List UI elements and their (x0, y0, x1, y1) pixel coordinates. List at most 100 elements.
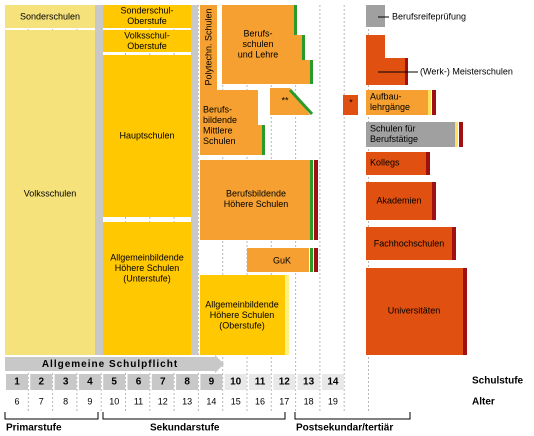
school-label: Höhere Schulen (115, 263, 180, 273)
stripe (455, 122, 458, 147)
stripe (314, 248, 318, 272)
grade: 6 (136, 377, 142, 388)
stripe (262, 125, 265, 155)
grade: 10 (230, 377, 242, 388)
compulsory-label: Allgemeine Schulpflicht (42, 359, 178, 370)
school-label: GuK (273, 255, 291, 265)
stripe (302, 35, 305, 60)
box (200, 160, 310, 240)
grade: 4 (87, 377, 93, 388)
grade-cell (6, 374, 28, 390)
grade-cell (176, 374, 199, 390)
school-label: Hauptschulen (119, 130, 174, 140)
school-label: Berufsreifeprüfung (392, 11, 466, 21)
box (5, 30, 95, 355)
school-label: Berufs- (243, 28, 272, 38)
age: 8 (63, 396, 68, 406)
school-label: Aufbau- (370, 91, 402, 101)
grade: 7 (160, 377, 166, 388)
grade-cell (249, 374, 271, 390)
school-label: Universitäten (388, 305, 441, 315)
school-label: Akademien (376, 195, 421, 205)
stripe (310, 60, 313, 84)
school-label: Schulen für (370, 123, 416, 133)
stripe (463, 268, 467, 355)
school-label: lehrgänge (370, 102, 410, 112)
school-label: (Oberstufe) (219, 320, 265, 330)
grade-cell (103, 374, 126, 390)
grade-cell (30, 374, 53, 390)
grade: 2 (39, 377, 45, 388)
grade: 5 (111, 377, 117, 388)
separator (95, 5, 103, 355)
school-label: ** (281, 95, 289, 105)
stripe (285, 275, 289, 355)
grade: 13 (303, 377, 315, 388)
age: 18 (304, 396, 314, 406)
stripe (428, 90, 431, 115)
level-label: Postsekundar/tertiär (296, 423, 393, 434)
school-label: bildende (203, 115, 237, 125)
grade-cell (200, 374, 223, 390)
box (247, 248, 309, 272)
age: 10 (109, 396, 119, 406)
grade-cell (273, 374, 296, 390)
grade-cell (127, 374, 150, 390)
school-label: Höhere Schulen (224, 199, 289, 209)
box (270, 88, 310, 115)
school-label: Polytechn. Schulen (203, 8, 213, 85)
school-label: Berufs- (203, 104, 232, 114)
stripe (426, 152, 430, 175)
grade-cell (297, 374, 320, 390)
age: 11 (134, 396, 143, 406)
school-label: Volksschul- (124, 30, 170, 40)
box (103, 55, 191, 217)
compulsory-bar (5, 357, 215, 371)
grade-cell (78, 374, 101, 390)
grade-cell (224, 374, 247, 390)
box (103, 5, 191, 28)
age: 17 (279, 396, 289, 406)
box (366, 5, 385, 27)
school-label: Allgemeinbildende (110, 252, 184, 262)
school-label: Berufsbildende (226, 188, 286, 198)
grade: 9 (209, 377, 215, 388)
separator (191, 5, 198, 355)
school-label: Berufstätige (370, 134, 418, 144)
ages-label: Alter (472, 397, 495, 408)
box (366, 152, 426, 175)
stripe (294, 5, 297, 35)
school-label: Sonderschul- (120, 5, 173, 15)
school-label: Volksschulen (24, 188, 77, 198)
level-label: Sekundarstufe (150, 423, 220, 434)
grade: 12 (279, 377, 291, 388)
box (366, 268, 463, 355)
grade: 1 (14, 377, 20, 388)
age: 6 (14, 396, 19, 406)
grade: 3 (63, 377, 69, 388)
grade: 8 (184, 377, 190, 388)
school-label: und Lehre (238, 49, 279, 59)
box (366, 182, 432, 220)
age: 9 (87, 396, 92, 406)
stripe (310, 160, 313, 240)
box (200, 5, 217, 90)
age: 19 (328, 396, 338, 406)
box (366, 90, 428, 115)
level-bracket (4, 412, 411, 420)
stripe (459, 122, 463, 147)
grade-cell (321, 374, 344, 390)
school-label: * (349, 97, 353, 107)
box (366, 227, 452, 260)
box (366, 122, 455, 147)
grade: 11 (255, 377, 266, 388)
box (200, 90, 265, 155)
box (103, 30, 191, 52)
age: 7 (39, 396, 44, 406)
stripe (432, 182, 436, 220)
stripe (310, 248, 313, 272)
school-label: (Unterstufe) (123, 273, 171, 283)
school-label: Fachhochschulen (374, 238, 445, 248)
arrow (215, 355, 224, 373)
